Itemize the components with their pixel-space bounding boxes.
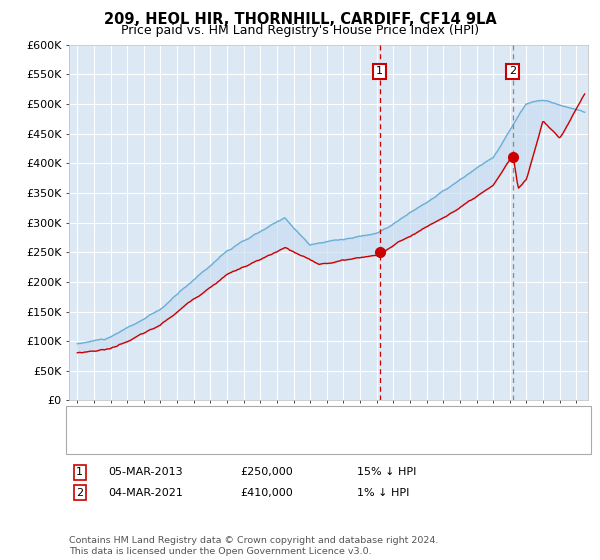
Text: 1% ↓ HPI: 1% ↓ HPI xyxy=(357,488,409,498)
Text: 209, HEOL HIR, THORNHILL, CARDIFF, CF14 9LA: 209, HEOL HIR, THORNHILL, CARDIFF, CF14 … xyxy=(104,12,496,27)
Text: 2: 2 xyxy=(76,488,83,498)
Text: 04-MAR-2021: 04-MAR-2021 xyxy=(108,488,183,498)
Text: 15% ↓ HPI: 15% ↓ HPI xyxy=(357,467,416,477)
Text: 209, HEOL HIR, THORNHILL, CARDIFF, CF14 9LA (detached house): 209, HEOL HIR, THORNHILL, CARDIFF, CF14 … xyxy=(114,416,483,426)
Text: £250,000: £250,000 xyxy=(240,467,293,477)
Text: £410,000: £410,000 xyxy=(240,488,293,498)
Text: ———: ——— xyxy=(80,434,103,447)
Text: 2: 2 xyxy=(509,67,517,77)
Text: 1: 1 xyxy=(76,467,83,477)
Text: ———: ——— xyxy=(80,414,103,427)
Text: 05-MAR-2013: 05-MAR-2013 xyxy=(108,467,182,477)
Text: HPI: Average price, detached house, Cardiff: HPI: Average price, detached house, Card… xyxy=(114,435,358,445)
Text: Price paid vs. HM Land Registry's House Price Index (HPI): Price paid vs. HM Land Registry's House … xyxy=(121,24,479,36)
Text: Contains HM Land Registry data © Crown copyright and database right 2024.
This d: Contains HM Land Registry data © Crown c… xyxy=(69,536,439,556)
Text: 1: 1 xyxy=(376,67,383,77)
